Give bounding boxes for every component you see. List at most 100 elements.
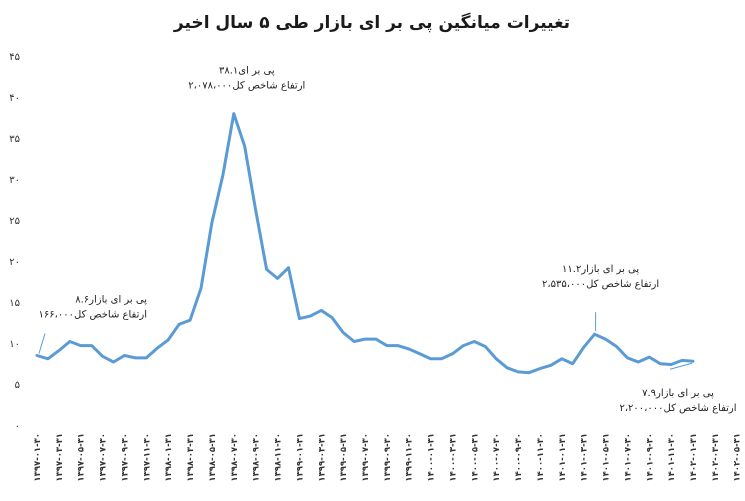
data-point bbox=[407, 347, 410, 351]
x-tick-label: ۱۴۰۰-۰۹-۳۰ bbox=[514, 433, 524, 482]
x-tick-label: ۱۳۹۹-۰۱-۳۱ bbox=[295, 433, 305, 482]
data-point bbox=[341, 331, 345, 334]
data-point bbox=[626, 356, 629, 360]
data-point bbox=[429, 357, 432, 360]
data-point bbox=[527, 371, 531, 374]
data-point bbox=[451, 352, 454, 356]
y-tick-label: ۱۰ bbox=[9, 339, 20, 350]
y-tick-label: ۲۵ bbox=[9, 216, 20, 227]
data-point bbox=[177, 323, 181, 326]
data-point bbox=[495, 357, 498, 360]
annotation-leader bbox=[669, 362, 693, 370]
x-tick-label: ۱۴۰۱-۰۷-۳۰ bbox=[623, 433, 633, 482]
data-point bbox=[243, 145, 246, 148]
data-point bbox=[320, 309, 323, 312]
data-point bbox=[516, 370, 520, 374]
data-point bbox=[90, 344, 93, 347]
data-point bbox=[57, 349, 61, 352]
data-point bbox=[79, 344, 82, 347]
annotation-pe-label: پی بر ای بازار۸.۶ bbox=[75, 294, 147, 305]
x-tick-label: ۱۳۹۷-۰۹-۳۰ bbox=[120, 433, 130, 482]
data-point bbox=[221, 173, 225, 177]
x-tick-label: ۱۴۰۱-۱۱-۳۰ bbox=[667, 433, 677, 482]
annotation-index-label: ارتفاع شاخص کل۲،۰۷۸،۰۰۰ bbox=[188, 81, 305, 92]
annotations: پی بر ای بازار۸.۶ ارتفاع شاخص کل۱۶۶،۰۰۰ پی… bbox=[39, 66, 737, 415]
series-line-group bbox=[35, 112, 695, 375]
data-point bbox=[659, 362, 662, 365]
data-point bbox=[287, 266, 290, 269]
data-point bbox=[145, 356, 148, 360]
data-point bbox=[112, 360, 115, 364]
data-point bbox=[484, 345, 487, 348]
x-tick-label: ۱۳۹۹-۰۵-۳۱ bbox=[339, 433, 349, 482]
y-tick-label: ۵ bbox=[15, 380, 20, 391]
x-tick-label: ۱۴۰۲-۰۵-۳۱ bbox=[733, 433, 743, 482]
data-point bbox=[46, 357, 50, 360]
annotation-index-label: ارتفاع شاخص کل۲،۵۳۵،۰۰۰ bbox=[542, 279, 659, 290]
y-tick-label: ۲۰ bbox=[9, 257, 20, 268]
data-point bbox=[156, 346, 159, 350]
x-tick-label: ۱۳۹۸-۰۷-۳۰ bbox=[230, 433, 240, 482]
data-point bbox=[331, 316, 334, 319]
data-point bbox=[560, 357, 563, 360]
annotation-pe-label: پی بر ای بازار۱۱.۲ bbox=[562, 264, 639, 275]
annotation-index-label: ارتفاع شاخص کل۱۶۶،۰۰۰ bbox=[39, 309, 147, 320]
data-point bbox=[101, 355, 104, 358]
y-tick-label: ۳۰ bbox=[9, 175, 20, 186]
data-point bbox=[199, 287, 203, 290]
x-tick-label: ۱۴۰۰-۱۱-۳۰ bbox=[536, 433, 546, 482]
x-tick-label: ۱۴۰۰-۰۷-۳۰ bbox=[492, 433, 502, 482]
x-tick-label: ۱۳۹۸-۰۹-۳۰ bbox=[252, 433, 262, 482]
data-point bbox=[505, 366, 509, 369]
data-point bbox=[363, 337, 367, 341]
data-point bbox=[680, 359, 684, 362]
data-point bbox=[265, 268, 268, 271]
annotation-leader bbox=[38, 333, 46, 354]
x-tick-label: ۱۴۰۱-۰۳-۳۱ bbox=[580, 433, 590, 482]
data-point bbox=[352, 340, 356, 343]
y-tick-label: ۱۵ bbox=[9, 298, 20, 309]
data-point bbox=[188, 319, 192, 322]
data-point bbox=[593, 332, 596, 336]
data-point bbox=[462, 344, 465, 347]
data-point bbox=[691, 360, 695, 363]
x-tick-label: ۱۴۰۱-۰۱-۳۱ bbox=[558, 433, 568, 482]
data-point bbox=[637, 360, 640, 364]
x-tick-label: ۱۳۹۸-۰۵-۳۱ bbox=[208, 433, 218, 482]
x-tick-label: ۱۳۹۸-۱۱-۳۰ bbox=[274, 433, 284, 482]
data-point bbox=[232, 112, 235, 115]
x-tick-label: ۱۳۹۹-۰۹-۳۰ bbox=[383, 433, 393, 482]
data-point bbox=[254, 209, 257, 212]
data-point bbox=[473, 340, 476, 343]
x-tick-label: ۱۳۹۹-۰۳-۳۱ bbox=[317, 433, 327, 482]
data-point bbox=[134, 356, 137, 360]
x-tick-label: ۱۳۹۹-۱۱-۳۰ bbox=[405, 433, 415, 482]
data-point bbox=[385, 344, 389, 347]
x-tick-label: ۱۴۰۱-۰۵-۳۱ bbox=[602, 433, 612, 482]
annotation-index-label: ارتفاع شاخص کل۲،۲۰۰،۰۰۰ bbox=[619, 403, 736, 414]
data-point bbox=[582, 346, 585, 349]
x-tick-label: ۱۴۰۲-۰۳-۳۱ bbox=[711, 433, 721, 482]
data-point bbox=[298, 317, 301, 320]
data-point bbox=[648, 355, 651, 359]
x-axis: ۱۳۹۷-۰۱-۳۰ ۱۳۹۷-۰۳-۳۱ ۱۳۹۷-۰۵-۳۱ ۱۳۹۷-۰۷-۳۰… bbox=[33, 433, 743, 482]
x-tick-label: ۱۳۹۷-۰۳-۳۱ bbox=[55, 433, 65, 482]
data-point bbox=[374, 337, 378, 341]
x-tick-label: ۱۴۰۰-۰۳-۳۱ bbox=[448, 433, 458, 482]
x-tick-label: ۱۳۹۷-۰۷-۳۰ bbox=[99, 433, 109, 482]
data-point bbox=[440, 357, 443, 360]
x-tick-label: ۱۳۹۸-۰۳-۳۱ bbox=[186, 433, 196, 482]
x-tick-label: ۱۳۹۸-۰۱-۳۱ bbox=[164, 433, 174, 482]
y-axis: ۰ ۵ ۱۰ ۱۵ ۲۰ ۲۵ ۳۰ ۳۵ ۴۰ ۴۵ bbox=[9, 52, 20, 432]
annotation-pe-label: پی بر ای۳۸.۱ bbox=[219, 66, 275, 77]
y-tick-label: ۴۰ bbox=[9, 93, 20, 104]
data-point bbox=[549, 364, 553, 367]
data-point bbox=[571, 362, 574, 365]
data-point bbox=[604, 337, 607, 341]
x-tick-label: ۱۴۰۱-۰۹-۳۰ bbox=[645, 433, 655, 482]
data-point bbox=[167, 338, 170, 342]
x-tick-label: ۱۴۰۰-۰۵-۳۱ bbox=[470, 433, 480, 482]
data-point bbox=[276, 277, 279, 280]
data-point bbox=[210, 221, 214, 224]
